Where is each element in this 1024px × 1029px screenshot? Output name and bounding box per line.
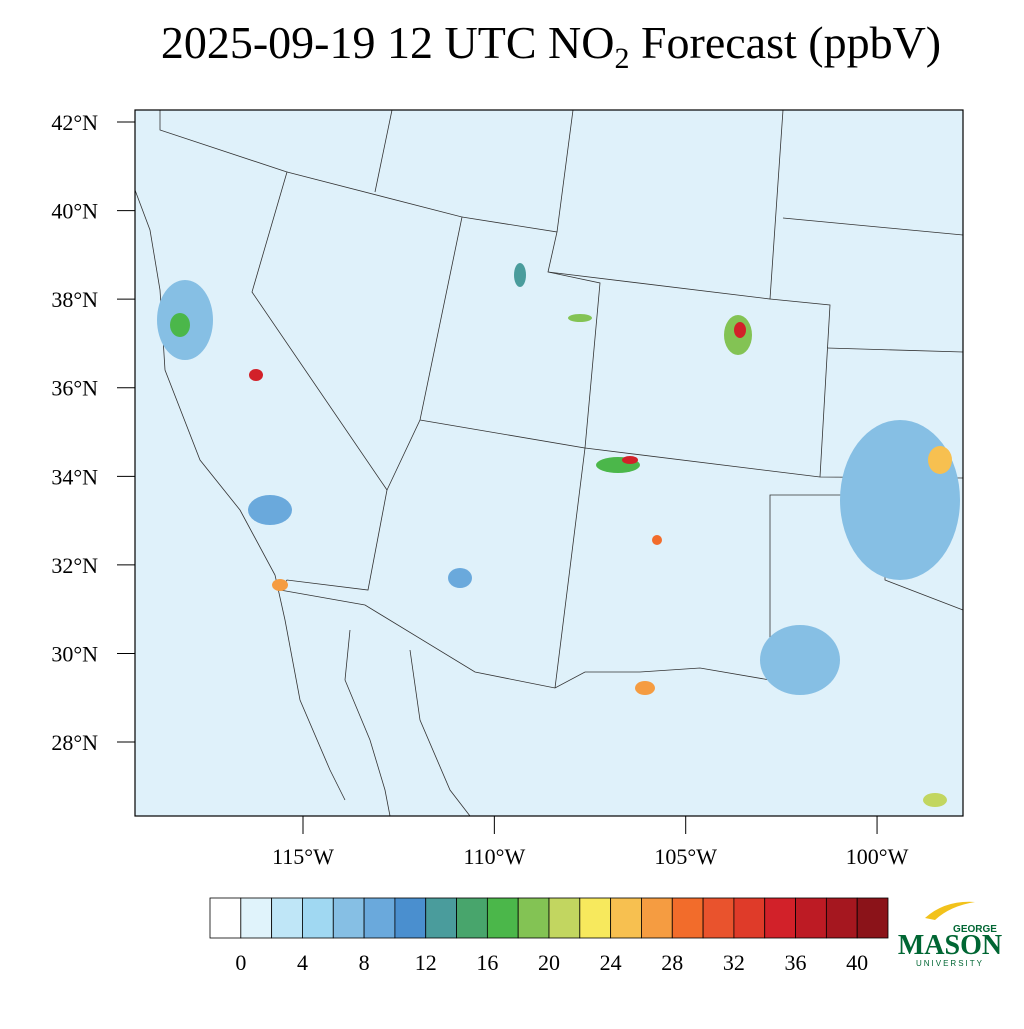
title-sub: 2 <box>614 42 629 75</box>
colorbar-box <box>486 897 519 939</box>
colorbar-box <box>240 897 273 939</box>
colorbar-box <box>764 897 796 939</box>
map <box>134 109 964 817</box>
colorbar-box <box>671 897 704 939</box>
lat-label: 30°N <box>51 641 98 666</box>
logo: GEORGE MASON UNIVERSITY <box>898 901 1002 968</box>
colorbar-label: 32 <box>723 950 745 975</box>
lon-label: 105°W <box>654 844 717 869</box>
map-background <box>135 110 963 816</box>
lat-label: 40°N <box>51 199 98 224</box>
colorbar-label: 40 <box>846 950 868 975</box>
colorbar-box <box>856 897 889 939</box>
lon-label: 115°W <box>272 844 334 869</box>
logo-bottom: UNIVERSITY <box>916 959 984 968</box>
lat-label: 38°N <box>51 287 98 312</box>
colorbar-box <box>456 897 488 939</box>
title-main: 2025-09-19 12 UTC NO <box>161 17 615 68</box>
colorbar-label: 12 <box>415 950 437 975</box>
plumes <box>157 263 960 807</box>
colorbar-label: 0 <box>235 950 246 975</box>
lat-label: 36°N <box>51 376 98 401</box>
colorbar-box <box>209 897 242 939</box>
lat-label: 28°N <box>51 730 98 755</box>
colorbar-box <box>579 897 612 939</box>
lat-label: 32°N <box>51 553 98 578</box>
colorbar-label: 8 <box>359 950 370 975</box>
lat-label: 34°N <box>51 464 98 489</box>
logo-swoosh <box>925 901 975 920</box>
colorbar-box <box>394 897 427 939</box>
lon-label: 100°W <box>846 844 909 869</box>
colorbar-box <box>610 897 642 939</box>
colorbar-box <box>332 897 365 939</box>
colorbar-label: 16 <box>476 950 498 975</box>
colorbar-box <box>517 897 550 939</box>
colorbar-box <box>363 897 396 939</box>
colorbar-label: 36 <box>785 950 807 975</box>
colorbar-label: 24 <box>600 950 622 975</box>
logo-main: MASON <box>898 930 1002 961</box>
boundaries <box>134 109 964 817</box>
colorbar-box <box>548 897 581 939</box>
logo-top: GEORGE <box>953 924 997 935</box>
colorbar-box <box>795 897 827 939</box>
colorbar-label: 28 <box>661 950 683 975</box>
colorbar-box <box>825 897 858 939</box>
colorbar-label: 4 <box>297 950 308 975</box>
lon-label: 110°W <box>463 844 525 869</box>
colorbar-box <box>702 897 735 939</box>
colorbar-box <box>425 897 457 939</box>
map-frame <box>134 109 964 817</box>
colorbar-box <box>733 897 766 939</box>
colorbar-box <box>271 897 303 939</box>
colorbar-label: 20 <box>538 950 560 975</box>
title-rest: Forecast (ppbV) <box>629 17 941 68</box>
colorbar-box <box>302 897 334 939</box>
colorbar-box <box>641 897 673 939</box>
lat-label: 42°N <box>51 110 98 135</box>
title: 2025-09-19 12 UTC NO2 Forecast (ppbV) <box>161 17 941 75</box>
